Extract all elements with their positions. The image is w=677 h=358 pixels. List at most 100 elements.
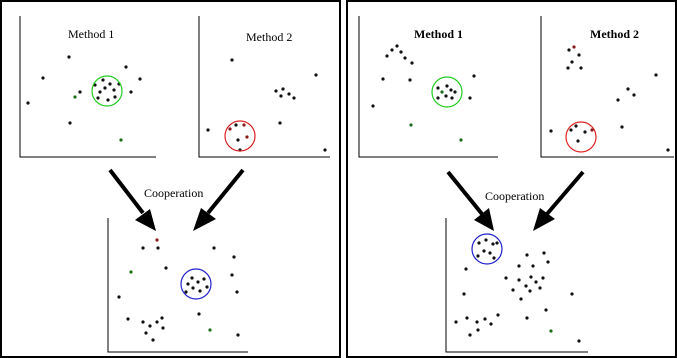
data-point — [566, 66, 570, 70]
data-point — [278, 121, 282, 125]
data-point — [371, 104, 375, 108]
data-point — [483, 317, 487, 321]
data-point — [113, 95, 117, 99]
data-point — [440, 90, 444, 94]
data-point — [124, 65, 128, 69]
right-method1-label: Method 1 — [414, 27, 463, 41]
data-point — [579, 66, 583, 70]
data-point — [274, 89, 278, 93]
data-point — [569, 128, 573, 132]
data-point — [385, 54, 389, 58]
left-method2-label: Method 2 — [246, 30, 292, 44]
data-point — [534, 280, 538, 284]
data-point — [41, 76, 45, 80]
data-point — [475, 320, 479, 324]
data-point — [287, 92, 291, 96]
right-method2-axes — [540, 16, 674, 158]
data-point — [590, 128, 594, 132]
data-point — [198, 289, 202, 293]
right-method1-axes — [358, 16, 498, 158]
left-cooperation-axes — [107, 218, 248, 353]
data-point — [103, 86, 107, 90]
right-panel-frame — [346, 0, 677, 358]
data-point — [108, 82, 112, 86]
data-point — [524, 284, 528, 288]
data-point — [292, 96, 296, 100]
data-point — [549, 329, 553, 333]
data-point — [468, 96, 472, 100]
data-point — [164, 266, 168, 270]
data-point — [26, 101, 30, 105]
left-arrow-method1 — [108, 168, 145, 215]
data-point — [196, 280, 200, 284]
data-point — [156, 246, 160, 250]
data-point — [155, 238, 159, 242]
data-point — [576, 139, 580, 143]
right-arrowhead-method1 — [474, 208, 494, 231]
data-point — [531, 264, 535, 268]
data-point — [544, 308, 548, 312]
data-point — [654, 73, 658, 77]
data-point — [106, 98, 110, 102]
data-point — [197, 312, 201, 316]
data-point — [410, 61, 414, 65]
left-arrowhead-method1 — [135, 209, 156, 231]
left-method2-axes — [198, 16, 330, 158]
data-point — [465, 316, 469, 320]
data-point — [528, 289, 532, 293]
data-point — [126, 317, 130, 321]
data-point — [234, 123, 238, 127]
left-cooperation-label: Cooperation — [144, 186, 203, 200]
right-arrow-method2 — [545, 170, 585, 216]
data-point — [184, 290, 188, 294]
data-point — [212, 246, 216, 250]
data-point — [496, 313, 500, 317]
data-point — [477, 241, 481, 245]
data-point — [529, 275, 533, 279]
data-point — [408, 78, 412, 82]
data-point — [484, 238, 488, 242]
data-point — [567, 48, 571, 52]
left-arrow-method2 — [206, 168, 245, 215]
data-point — [459, 138, 463, 142]
data-point — [511, 288, 515, 292]
data-point — [476, 254, 480, 258]
data-point — [160, 316, 164, 320]
data-point — [117, 295, 121, 299]
data-point — [73, 95, 77, 99]
data-point — [489, 322, 493, 326]
data-point — [232, 255, 236, 259]
data-point — [98, 90, 102, 94]
data-point — [155, 320, 159, 324]
data-point — [78, 90, 82, 94]
data-point — [517, 278, 521, 282]
data-point — [151, 338, 155, 342]
data-point — [626, 87, 630, 91]
data-point — [186, 282, 190, 286]
data-point — [191, 286, 195, 290]
data-point — [542, 251, 546, 255]
data-point — [141, 246, 145, 250]
data-point — [119, 138, 123, 142]
data-point — [541, 276, 545, 280]
data-point — [620, 125, 624, 129]
left-arrowhead-method2 — [193, 208, 216, 231]
data-point — [409, 123, 413, 127]
data-point — [129, 90, 133, 94]
data-point — [230, 273, 234, 277]
data-point — [492, 256, 496, 260]
data-point — [476, 328, 480, 332]
left-method1-cluster-circle — [91, 75, 123, 107]
data-point — [577, 339, 581, 343]
data-point — [436, 96, 440, 100]
data-point — [230, 58, 234, 62]
left-method1-axes — [19, 16, 156, 158]
data-point — [549, 129, 553, 133]
data-point — [468, 333, 472, 337]
left-panel-frame — [0, 0, 341, 358]
data-point — [148, 324, 152, 328]
right-cooperation-axes — [445, 218, 588, 353]
right-method2-cluster-circle — [565, 121, 597, 153]
data-point — [208, 328, 212, 332]
